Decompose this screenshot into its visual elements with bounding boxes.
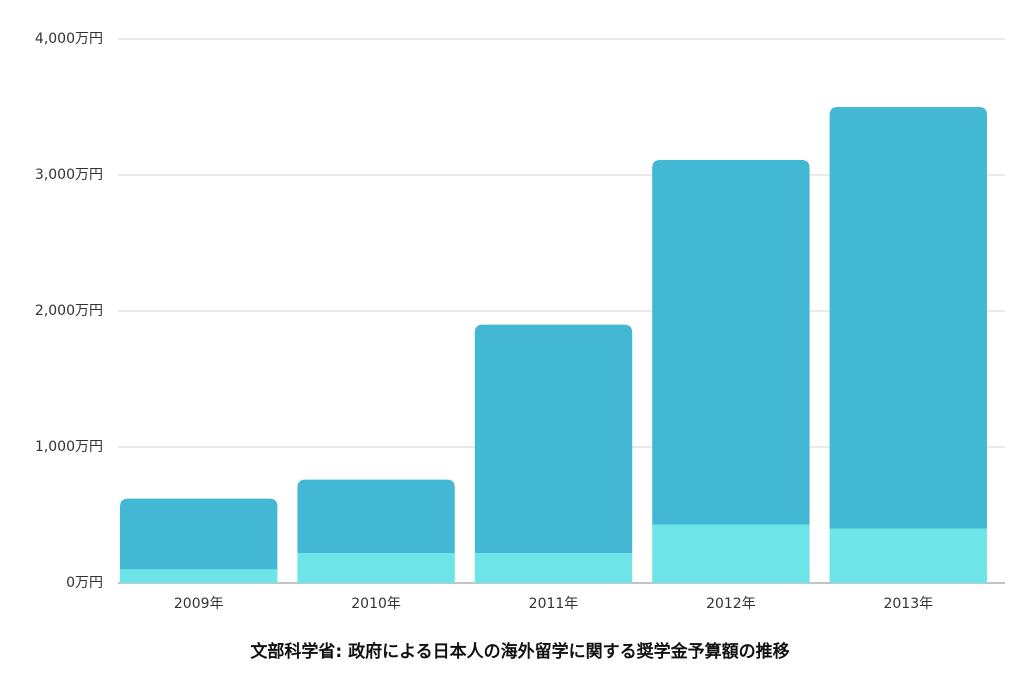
bar-segment xyxy=(297,553,455,583)
y-tick-label: 3,000万円 xyxy=(35,167,103,183)
x-tick-label: 2012年 xyxy=(706,596,756,612)
bar-segment xyxy=(120,569,278,583)
x-tick-label: 2010年 xyxy=(351,596,401,612)
y-tick-label: 0万円 xyxy=(66,575,103,591)
bar-segment xyxy=(652,160,810,525)
chart-title: 文部科学省: 政府による日本人の海外留学に関する奨学金予算額の推移 xyxy=(250,641,789,662)
bar-segment xyxy=(652,524,810,583)
bar-segment xyxy=(120,498,278,570)
bar-segment xyxy=(474,324,633,554)
y-tick-label: 4,000万円 xyxy=(35,31,103,47)
x-tick-label: 2011年 xyxy=(529,596,579,612)
y-tick-label: 2,000万円 xyxy=(35,303,103,319)
y-tick-label: 1,000万円 xyxy=(35,439,103,455)
bar-segment xyxy=(829,107,987,529)
x-tick-label: 2009年 xyxy=(174,596,224,612)
bar-segment xyxy=(829,528,987,583)
bar-segment xyxy=(297,479,455,554)
x-tick-label: 2013年 xyxy=(883,596,933,612)
bar-segment xyxy=(474,553,633,583)
